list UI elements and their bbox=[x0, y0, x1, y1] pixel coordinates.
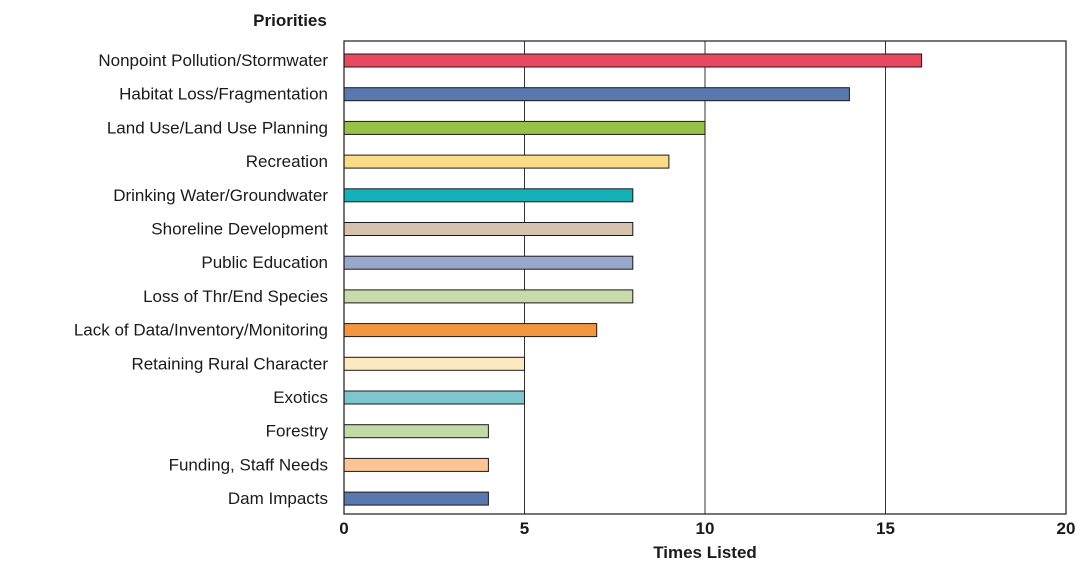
category-label: Shoreline Development bbox=[151, 220, 328, 239]
category-label: Drinking Water/Groundwater bbox=[113, 186, 328, 205]
category-labels: Nonpoint Pollution/Stormwater Habitat Los… bbox=[74, 51, 329, 508]
x-tick-label: 20 bbox=[1057, 519, 1076, 538]
x-axis-title: Times Listed bbox=[653, 543, 757, 562]
bar bbox=[343, 390, 525, 405]
plot-frame bbox=[343, 40, 1067, 515]
bar bbox=[343, 491, 489, 506]
bar bbox=[343, 457, 489, 472]
bar bbox=[343, 289, 634, 304]
x-tick-label: 10 bbox=[696, 519, 715, 538]
gridlines bbox=[524, 41, 886, 514]
category-label: Exotics bbox=[273, 388, 328, 407]
bar bbox=[343, 222, 634, 236]
x-tick-label: 5 bbox=[520, 519, 529, 538]
bar bbox=[343, 356, 525, 371]
category-label: Land Use/Land Use Planning bbox=[107, 118, 328, 137]
x-tick-label: 0 bbox=[339, 519, 348, 538]
category-label: Public Education bbox=[201, 253, 328, 272]
bar bbox=[343, 424, 489, 439]
bar bbox=[343, 154, 670, 169]
bar bbox=[343, 323, 598, 338]
category-label: Habitat Loss/Fragmentation bbox=[119, 85, 328, 104]
category-label: Dam Impacts bbox=[228, 489, 328, 508]
bar bbox=[343, 120, 706, 135]
x-tick-labels: 0 5 10 15 20 bbox=[339, 519, 1075, 538]
x-tick-label: 15 bbox=[876, 519, 895, 538]
category-label: Lack of Data/Inventory/Monitoring bbox=[74, 321, 328, 340]
category-label: Recreation bbox=[246, 152, 328, 171]
category-label: Retaining Rural Character bbox=[131, 354, 328, 373]
bar bbox=[343, 87, 850, 102]
category-label: Nonpoint Pollution/Stormwater bbox=[98, 51, 328, 70]
category-label: Loss of Thr/End Species bbox=[143, 287, 328, 306]
bar bbox=[343, 188, 634, 203]
category-label: Funding, Staff Needs bbox=[169, 455, 328, 474]
bar bbox=[343, 53, 923, 68]
y-axis-title: Priorities bbox=[253, 11, 327, 30]
bar bbox=[343, 255, 634, 270]
category-label: Forestry bbox=[266, 422, 329, 441]
